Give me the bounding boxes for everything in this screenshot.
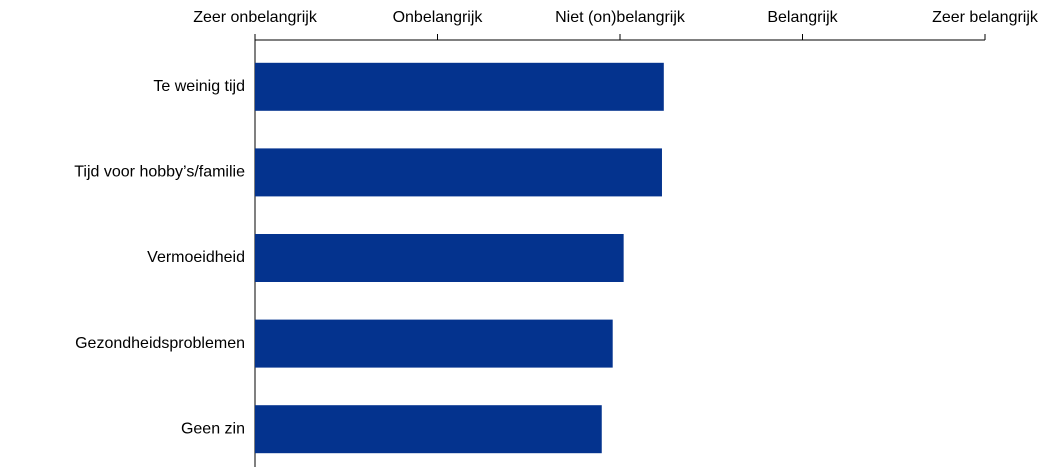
- bar: [255, 62, 664, 111]
- x-tick-label: Zeer onbelangrijk: [193, 9, 318, 26]
- bar: [255, 405, 602, 454]
- x-tick-label: Zeer belangrijk: [932, 9, 1039, 26]
- y-tick-label: Geen zin: [181, 420, 245, 437]
- x-tick-label: Niet (on)belangrijk: [555, 9, 686, 26]
- y-tick-label: Te weinig tijd: [153, 78, 245, 95]
- bar: [255, 148, 662, 197]
- y-tick-label: Gezondheidsproblemen: [75, 335, 245, 352]
- x-tick-label: Onbelangrijk: [393, 9, 484, 26]
- bar: [255, 319, 613, 368]
- y-tick-label: Vermoeidheid: [147, 249, 245, 266]
- x-tick-label: Belangrijk: [767, 9, 838, 26]
- y-tick-label: Tijd voor hobby’s/familie: [74, 164, 245, 181]
- bar: [255, 234, 624, 282]
